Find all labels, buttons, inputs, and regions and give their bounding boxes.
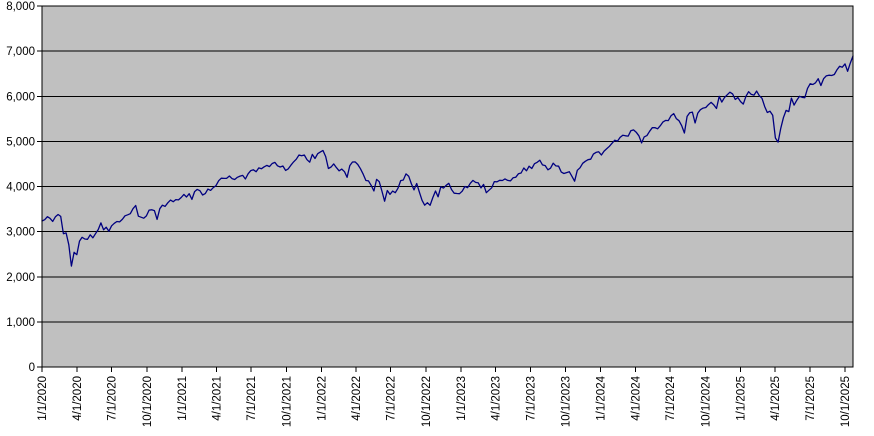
x-axis-label: 7/1/2021 <box>246 376 258 421</box>
x-axis-label: 10/1/2024 <box>700 375 712 427</box>
x-axis-label: 7/1/2023 <box>525 376 537 421</box>
y-axis-label: 3,000 <box>6 227 35 239</box>
x-axis-label: 1/1/2024 <box>596 375 608 420</box>
x-axis-label: 7/1/2020 <box>107 376 119 421</box>
x-axis-label: 10/1/2020 <box>142 376 154 427</box>
x-axis-label: 1/1/2020 <box>37 376 49 421</box>
x-axis-label: 4/1/2021 <box>211 376 223 421</box>
x-axis-label: 7/1/2022 <box>386 376 398 421</box>
y-axis-label: 5,000 <box>6 136 35 148</box>
x-axis-label: 1/1/2023 <box>456 376 468 421</box>
y-axis-label: 4,000 <box>6 182 35 194</box>
x-axis-label: 7/1/2024 <box>665 375 677 420</box>
x-axis-label: 4/1/2025 <box>770 376 782 421</box>
x-axis-label: 10/1/2025 <box>840 376 852 427</box>
x-axis-label: 1/1/2025 <box>736 376 748 421</box>
x-axis-label: 4/1/2022 <box>351 376 363 421</box>
x-axis-label: 4/1/2023 <box>490 376 502 421</box>
price-series-line <box>41 55 854 267</box>
x-axis-label: 10/1/2023 <box>560 376 572 427</box>
x-axis-label: 4/1/2020 <box>72 376 84 421</box>
x-axis-label: 4/1/2024 <box>630 375 642 420</box>
y-axis-label: 0 <box>29 362 35 374</box>
y-axis-label: 2,000 <box>6 272 35 284</box>
y-axis-label: 7,000 <box>6 46 35 58</box>
x-axis-label: 1/1/2021 <box>177 376 189 421</box>
y-axis-label: 8,000 <box>6 1 35 13</box>
plot-area-border <box>41 5 854 368</box>
y-axis-label: 1,000 <box>6 317 35 329</box>
x-axis-label: 1/1/2022 <box>317 376 329 421</box>
x-axis-label: 10/1/2022 <box>421 376 433 427</box>
x-axis-label: 7/1/2025 <box>805 376 817 421</box>
y-axis-label: 6,000 <box>6 91 35 103</box>
x-axis-label: 10/1/2021 <box>281 376 293 427</box>
